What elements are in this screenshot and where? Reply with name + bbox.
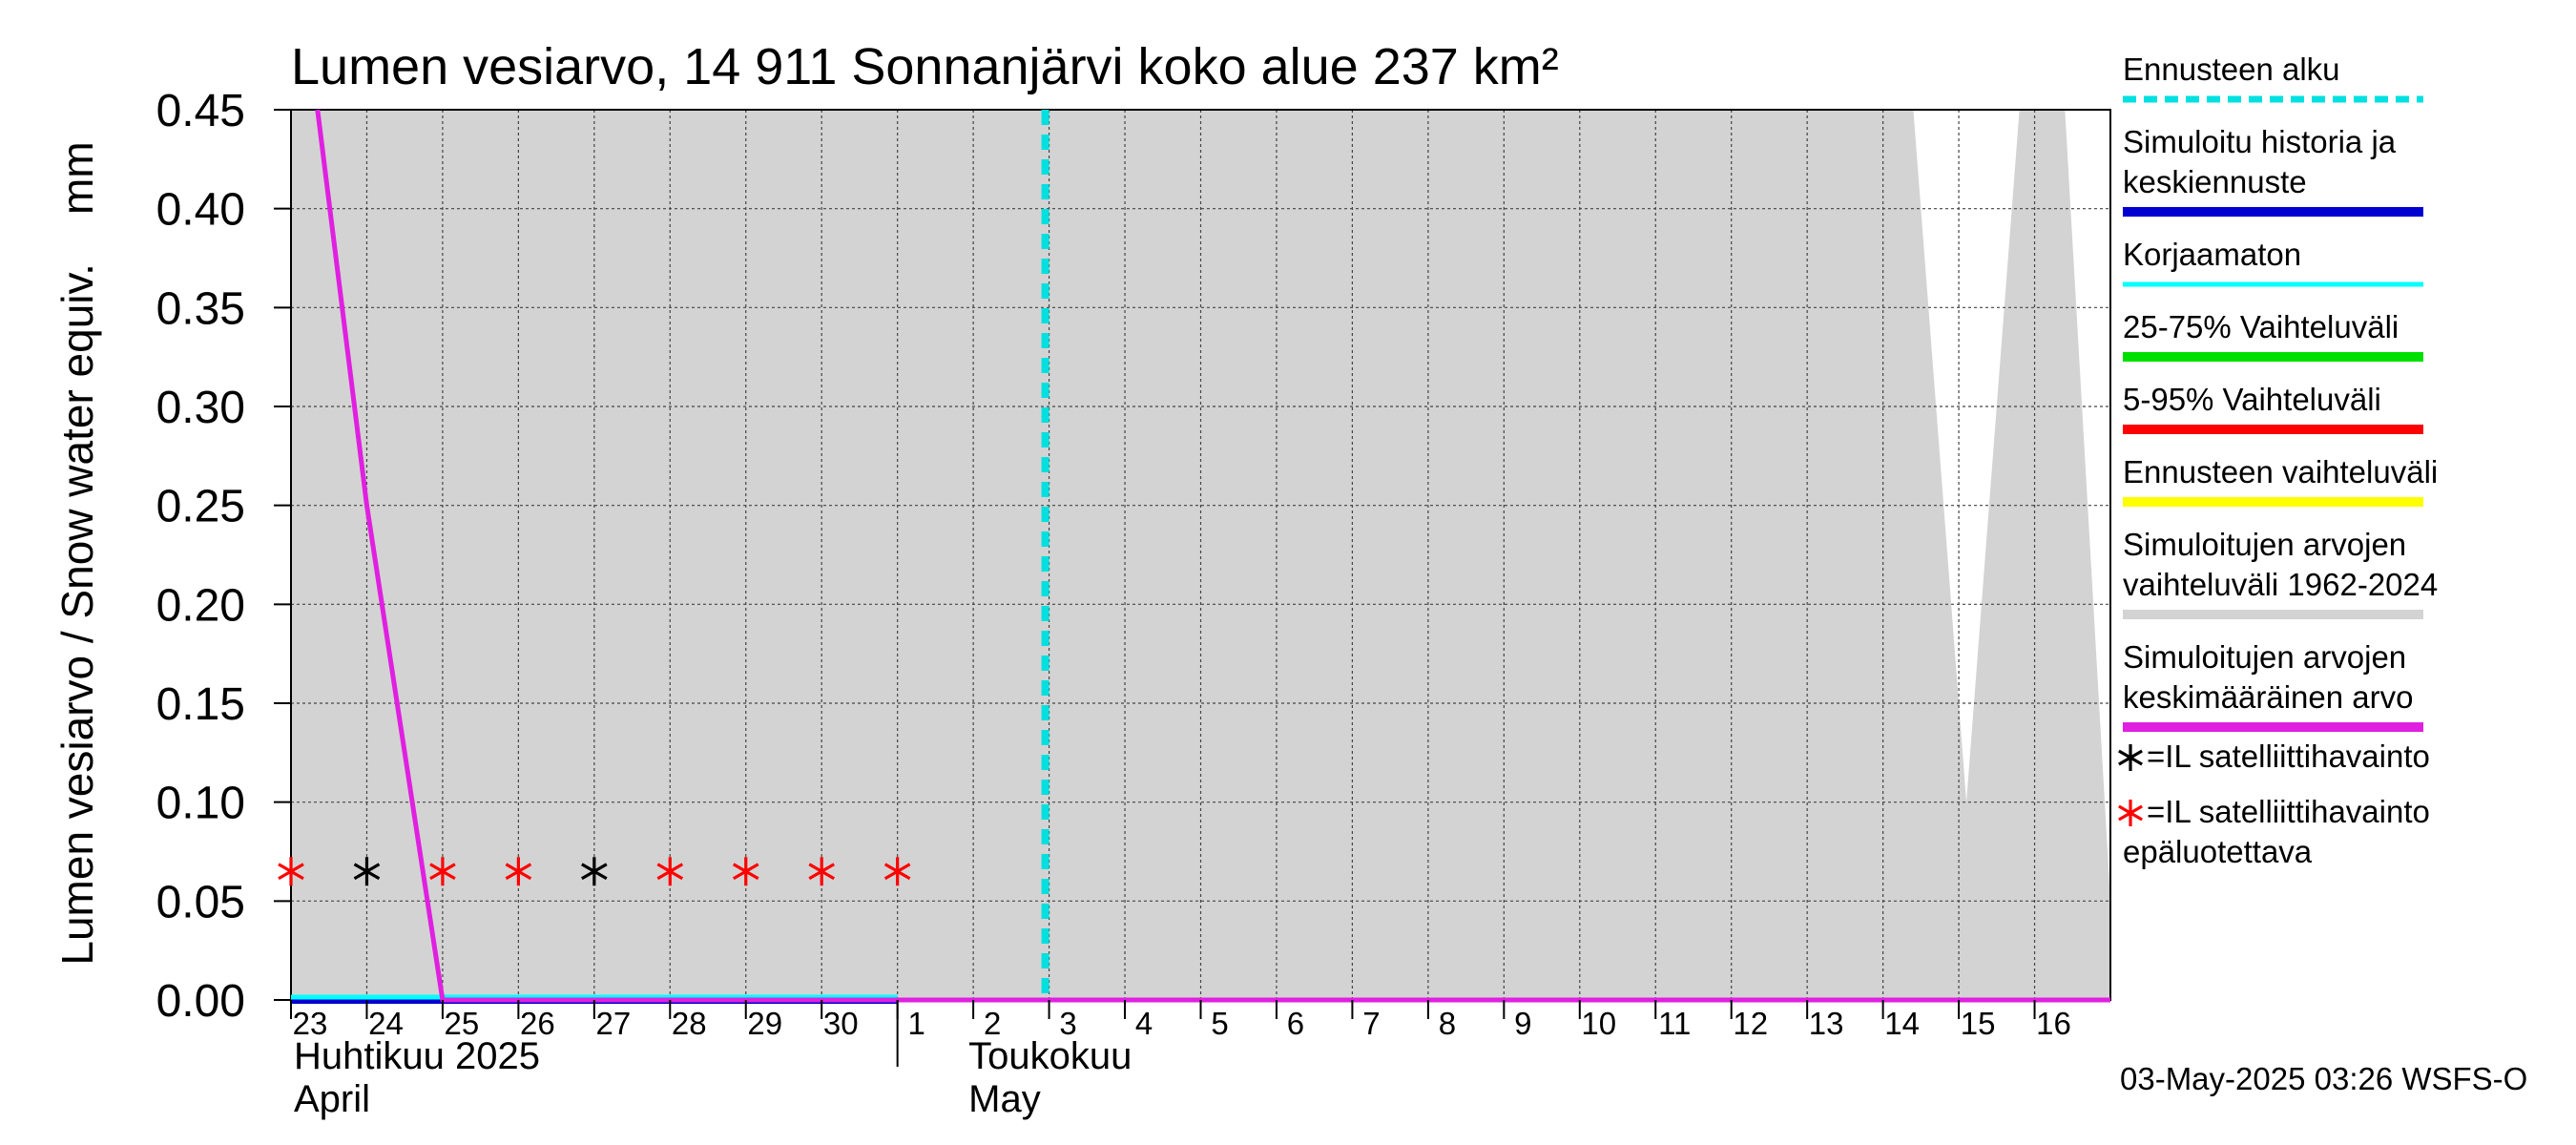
satellite-observation-unreliable [278,857,304,886]
x-tick-label: 12 [1733,1006,1768,1041]
legend-marker-icon-stroke [2118,749,2143,766]
legend-label: Simuloitujen arvojen [2123,527,2406,562]
satellite-observation [353,857,381,886]
x-tick-label: 9 [1514,1006,1531,1041]
legend-item: Simuloitu historia ja keskiennuste [2123,124,2423,217]
legend-marker-label: =IL satelliittihavainto [2147,794,2430,829]
legend-marker-label: =IL satelliittihavainto [2147,739,2430,774]
x-tick-label: 15 [1961,1006,1996,1041]
satellite-observation-unreliable-stroke [732,863,759,881]
satellite-observation-unreliable-stroke [278,863,304,881]
x-tick-label: 10 [1581,1006,1616,1041]
satellite-observation-unreliable [732,857,759,886]
satellite-observation-unreliable [429,857,456,886]
x-tick-label: 25 [445,1006,480,1041]
x-tick-label: 7 [1362,1006,1380,1041]
legend-marker-icon [2118,744,2143,771]
satellite-observation [581,857,608,886]
legend-label: Korjaamaton [2123,237,2301,272]
y-tick-label: 0.05 [156,877,245,927]
satellite-observation-unreliable-stroke [808,863,835,881]
legend-label: Simuloitu historia ja [2123,124,2397,159]
x-tick-label: 23 [293,1006,328,1041]
satellite-observation-unreliable [505,857,532,886]
legend-marker-item: =IL satelliittihavainto epäluotettava [2118,794,2430,869]
legend-label: Ennusteen alku [2123,52,2340,87]
x-tick-label: 3 [1059,1006,1076,1041]
satellite-observation-unreliable-stroke [656,863,684,881]
legend-item: 5-95% Vaihteluväli [2123,382,2423,434]
legend-label: Simuloitujen arvojen [2123,639,2406,675]
simulated-range-band [291,110,2110,1000]
y-tick-label: 0.30 [156,383,245,433]
legend-label: Ennusteen vaihteluväli [2123,454,2438,489]
month-label-en: April [294,1078,370,1120]
satellite-observation-unreliable [883,857,911,886]
legend-item: Ennusteen alku [2123,52,2423,103]
legend-marker-item: =IL satelliittihavainto [2118,739,2430,774]
y-tick-label: 0.20 [156,580,245,631]
month-label-en: May [968,1078,1041,1120]
legend-item: 25-75% Vaihteluväli [2123,309,2423,362]
legend-item: Ennusteen vaihteluväli [2123,454,2438,507]
y-tick-label: 0.10 [156,779,245,829]
legend-item: Simuloitujen arvojen keskimääräinen arvo [2123,639,2423,732]
legend-label: 5-95% Vaihteluväli [2123,382,2381,417]
footer-timestamp: 03-May-2025 03:26 WSFS-O [2120,1061,2527,1096]
x-tick-label: 26 [520,1006,555,1041]
satellite-observation-unreliable [656,857,684,886]
satellite-observation-stroke [353,863,381,881]
satellite-observation-unreliable-stroke [505,863,532,881]
legend-marker-icon [2118,800,2143,826]
x-tick-label: 5 [1211,1006,1228,1041]
x-tick-label: 11 [1658,1006,1691,1041]
x-tick-label: 16 [2036,1006,2071,1041]
x-tick-label: 6 [1287,1006,1304,1041]
y-tick-label: 0.35 [156,283,245,334]
x-tick-label: 8 [1439,1006,1456,1041]
satellite-observation-unreliable-stroke [883,863,911,881]
legend-label: keskiennuste [2123,164,2307,199]
y-tick-label: 0.15 [156,679,245,730]
x-tick-label: 13 [1809,1006,1844,1041]
x-tick-label: 14 [1884,1006,1920,1041]
x-tick-label: 2 [984,1006,1001,1041]
x-tick-label: 28 [672,1006,707,1041]
month-label-fi: Huhtikuu 2025 [294,1035,540,1077]
satellite-observation-stroke [581,863,608,881]
legend-label: 25-75% Vaihteluväli [2123,309,2399,344]
x-tick-label: 24 [368,1006,404,1041]
x-tick-label: 1 [907,1006,924,1041]
legend-marker-icon-stroke [2118,804,2143,822]
plot-area: 0.00 0.05 0.10 0.15 0.20 0.25 0.30 0.35 0.40 0.45… [156,86,2111,1120]
y-tick-label: 0.00 [156,976,245,1027]
legend-label: vaihteluväli 1962-2024 [2123,567,2438,602]
legend-marker-label: epäluotettava [2123,834,2313,869]
chart-title: Lumen vesiarvo, 14 911 Sonnanjärvi koko … [291,38,1559,95]
x-tick-label: 29 [747,1006,782,1041]
x-tick-label: 30 [823,1006,859,1041]
satellite-observation-unreliable [808,857,835,886]
y-axis-label: Lumen vesiarvo / Snow water equiv. mm [52,141,102,965]
legend-item: Korjaamaton [2123,237,2423,287]
satellite-observation-unreliable-stroke [429,863,456,881]
legend-label: keskimääräinen arvo [2123,679,2413,715]
y-tick-label: 0.40 [156,185,245,236]
month-label-fi: Toukokuu [968,1035,1132,1077]
legend-item: Simuloitujen arvojen vaihteluväli 1962-20… [2123,527,2438,619]
y-tick-label: 0.45 [156,86,245,136]
legend: Ennusteen alku Simuloitu historia ja keski… [2118,52,2438,869]
x-tick-label: 4 [1135,1006,1153,1041]
x-tick-label: 27 [595,1006,631,1041]
y-tick-label: 0.25 [156,482,245,532]
